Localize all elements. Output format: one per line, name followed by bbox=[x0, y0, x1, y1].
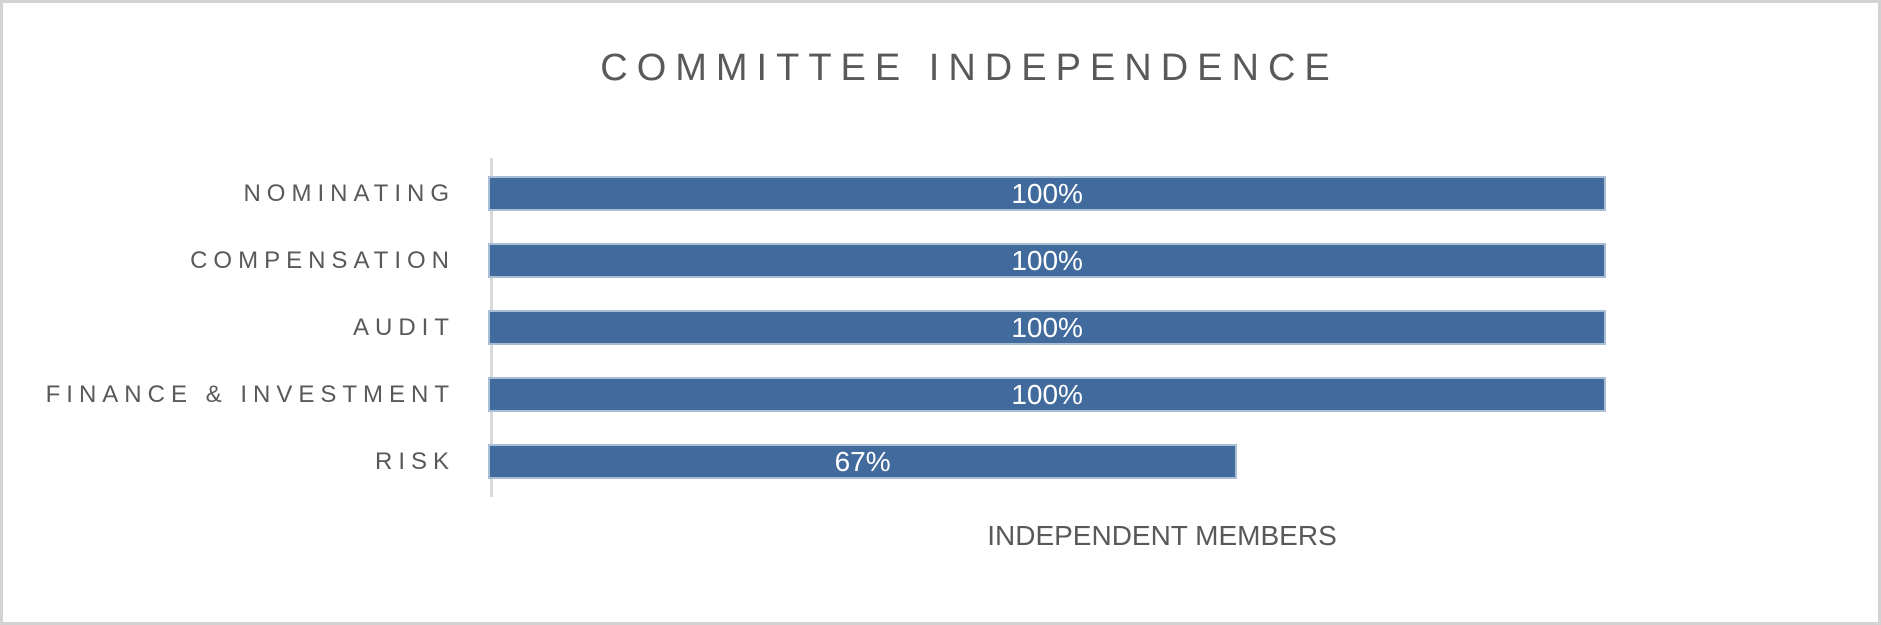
bar-track: 100% bbox=[488, 176, 1830, 211]
bar-track: 100% bbox=[488, 243, 1830, 278]
chart-row: COMPENSATION 100% bbox=[3, 227, 1878, 294]
category-label: NOMINATING bbox=[243, 179, 455, 207]
chart-row: AUDIT 100% bbox=[3, 294, 1878, 361]
bar-track: 100% bbox=[488, 310, 1830, 345]
bar-rows: NOMINATING 100% COMPENSATION 100% AUDIT 100% F… bbox=[3, 160, 1878, 495]
data-label: 100% bbox=[1011, 244, 1083, 276]
category-label: COMPENSATION bbox=[190, 246, 455, 274]
data-label: 100% bbox=[1011, 378, 1083, 410]
data-label: 100% bbox=[1011, 311, 1083, 343]
data-bar: 100% bbox=[488, 310, 1607, 345]
data-bar: 100% bbox=[488, 176, 1607, 211]
chart-row: FINANCE & INVESTMENT 100% bbox=[3, 361, 1878, 428]
data-label: 67% bbox=[834, 445, 891, 477]
category-label: FINANCE & INVESTMENT bbox=[45, 380, 455, 408]
bar-track: 67% bbox=[488, 444, 1830, 479]
category-label: AUDIT bbox=[353, 313, 455, 341]
bar-track: 100% bbox=[488, 377, 1830, 412]
data-bar: 100% bbox=[488, 243, 1607, 278]
data-label: 100% bbox=[1011, 177, 1083, 209]
chart-row: RISK 67% bbox=[3, 428, 1878, 495]
category-label: RISK bbox=[374, 447, 455, 475]
value-axis-title: INDEPENDENT MEMBERS bbox=[987, 520, 1337, 551]
data-bar: 67% bbox=[488, 444, 1238, 479]
chart-row: NOMINATING 100% bbox=[3, 160, 1878, 227]
chart-title: COMMITTEE INDEPENDENCE bbox=[600, 47, 1339, 89]
data-bar: 100% bbox=[488, 377, 1607, 412]
